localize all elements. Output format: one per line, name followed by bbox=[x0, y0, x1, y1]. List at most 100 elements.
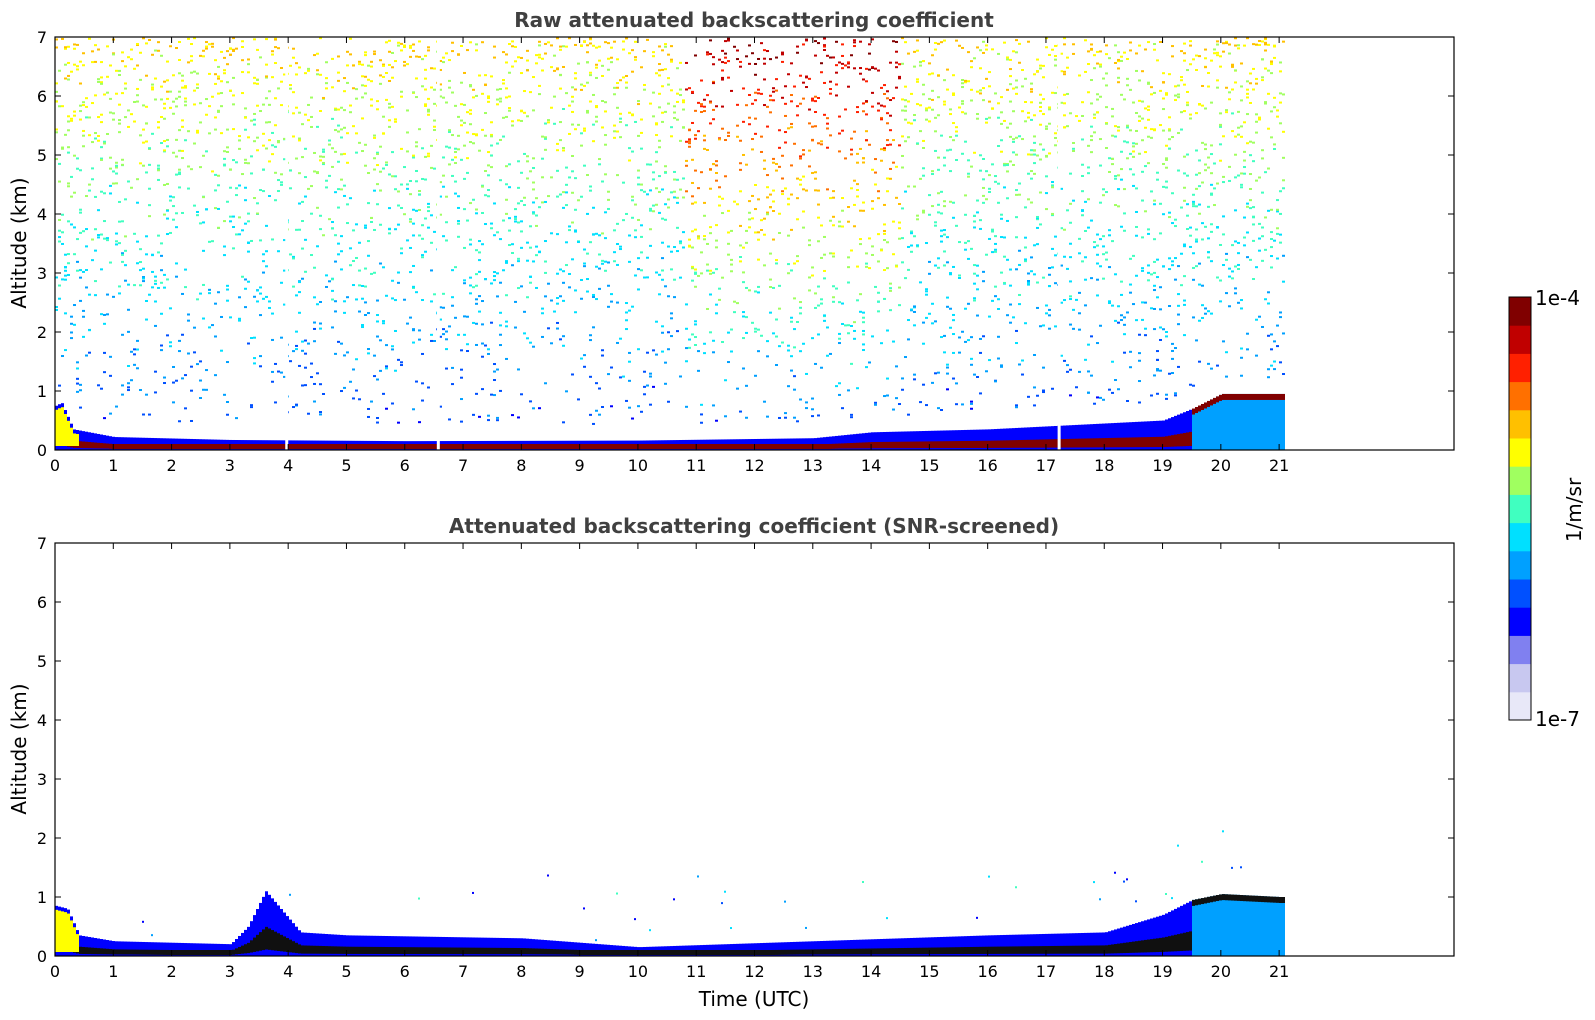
noise-speckle bbox=[1129, 168, 1132, 171]
noise-speckle bbox=[58, 180, 61, 183]
noise-speckle bbox=[67, 185, 70, 188]
noise-speckle bbox=[571, 258, 574, 261]
noise-speckle bbox=[694, 344, 697, 347]
noise-speckle bbox=[1120, 150, 1123, 153]
noise-speckle bbox=[1210, 367, 1213, 370]
noise-speckle bbox=[376, 416, 379, 419]
near-range-cell bbox=[61, 407, 64, 446]
noise-speckle bbox=[397, 190, 400, 193]
noise-speckle bbox=[238, 147, 241, 150]
noise-speckle bbox=[1045, 46, 1048, 49]
noise-speckle bbox=[679, 240, 682, 243]
noise-speckle bbox=[655, 151, 658, 154]
noise-speckle bbox=[586, 174, 589, 177]
noise-speckle bbox=[508, 109, 511, 112]
surface-layer-cell bbox=[805, 444, 808, 449]
noise-speckle bbox=[499, 333, 502, 336]
noise-speckle bbox=[682, 196, 685, 199]
surface-layer-cell bbox=[934, 441, 937, 449]
noise-speckle bbox=[1144, 151, 1147, 154]
noise-speckle bbox=[1222, 175, 1225, 178]
surface-layer-cell bbox=[124, 444, 127, 449]
noise-speckle bbox=[523, 204, 526, 207]
noise-speckle bbox=[1042, 276, 1045, 279]
noise-speckle bbox=[64, 46, 67, 49]
noise-speckle bbox=[418, 338, 421, 341]
noise-speckle bbox=[466, 171, 469, 174]
noise-speckle bbox=[664, 45, 667, 48]
noise-speckle bbox=[427, 206, 430, 209]
surface-layer-cell bbox=[991, 440, 994, 448]
noise-speckle bbox=[1111, 115, 1114, 118]
surface-layer-cell bbox=[760, 444, 763, 449]
surface-layer-cell bbox=[310, 444, 313, 449]
boundary-layer-cell bbox=[850, 434, 853, 450]
noise-speckle bbox=[883, 149, 886, 152]
noise-speckle bbox=[868, 143, 871, 146]
noise-speckle bbox=[964, 340, 967, 343]
noise-speckle bbox=[238, 135, 241, 138]
noise-speckle bbox=[901, 154, 904, 157]
noise-speckle bbox=[1054, 132, 1057, 135]
noise-speckle bbox=[766, 211, 769, 214]
noise-speckle bbox=[1207, 85, 1210, 88]
noise-speckle bbox=[496, 272, 499, 275]
noise-speckle bbox=[121, 92, 124, 95]
noise-speckle bbox=[745, 163, 748, 166]
noise-speckle bbox=[685, 405, 688, 408]
noise-speckle bbox=[463, 71, 466, 74]
noise-speckle bbox=[394, 188, 397, 191]
noise-speckle bbox=[1120, 178, 1123, 181]
noise-speckle bbox=[1165, 330, 1168, 333]
noise-speckle bbox=[340, 268, 343, 271]
noise-speckle bbox=[883, 92, 886, 95]
noise-speckle bbox=[1024, 246, 1027, 249]
noise-speckle bbox=[64, 133, 67, 136]
noise-speckle bbox=[124, 198, 127, 201]
noise-speckle bbox=[667, 206, 670, 209]
noise-speckle bbox=[1027, 153, 1030, 156]
noise-speckle bbox=[454, 192, 457, 195]
noise-speckle bbox=[262, 190, 265, 193]
noise-speckle bbox=[547, 119, 550, 122]
noise-speckle bbox=[487, 419, 490, 422]
noise-speckle bbox=[1063, 102, 1066, 105]
noise-speckle bbox=[1153, 260, 1156, 263]
boundary-layer-cell bbox=[952, 430, 955, 450]
noise-speckle bbox=[979, 67, 982, 70]
noise-speckle bbox=[943, 205, 946, 208]
noise-speckle bbox=[1030, 270, 1033, 273]
noise-speckle bbox=[745, 241, 748, 244]
noise-speckle bbox=[1129, 152, 1132, 155]
surface-layer-cell bbox=[598, 444, 601, 449]
noise-speckle bbox=[364, 224, 367, 227]
noise-speckle bbox=[880, 249, 883, 252]
noise-speckle bbox=[1162, 108, 1165, 111]
noise-speckle bbox=[373, 134, 376, 137]
noise-speckle bbox=[598, 45, 601, 48]
noise-speckle bbox=[469, 112, 472, 115]
noise-speckle bbox=[502, 269, 505, 272]
noise-speckle bbox=[1114, 177, 1117, 180]
noise-speckle bbox=[58, 105, 61, 108]
noise-speckle bbox=[463, 333, 466, 336]
noise-speckle bbox=[229, 186, 232, 189]
noise-speckle bbox=[502, 116, 505, 119]
noise-speckle bbox=[1261, 58, 1264, 61]
noise-speckle bbox=[781, 60, 784, 63]
noise-speckle bbox=[1015, 404, 1018, 407]
surface-layer-cell bbox=[664, 444, 667, 449]
noise-speckle bbox=[103, 220, 106, 223]
noise-speckle bbox=[298, 364, 301, 367]
noise-speckle bbox=[67, 45, 70, 48]
noise-speckle bbox=[568, 132, 571, 135]
noise-speckle bbox=[577, 241, 580, 244]
noise-speckle bbox=[229, 215, 232, 218]
noise-speckle bbox=[277, 179, 280, 182]
noise-speckle bbox=[943, 264, 946, 267]
noise-speckle bbox=[367, 78, 370, 81]
noise-speckle bbox=[1216, 86, 1219, 89]
noise-speckle bbox=[862, 316, 865, 319]
noise-speckle bbox=[676, 330, 679, 333]
noise-speckle bbox=[706, 94, 709, 97]
